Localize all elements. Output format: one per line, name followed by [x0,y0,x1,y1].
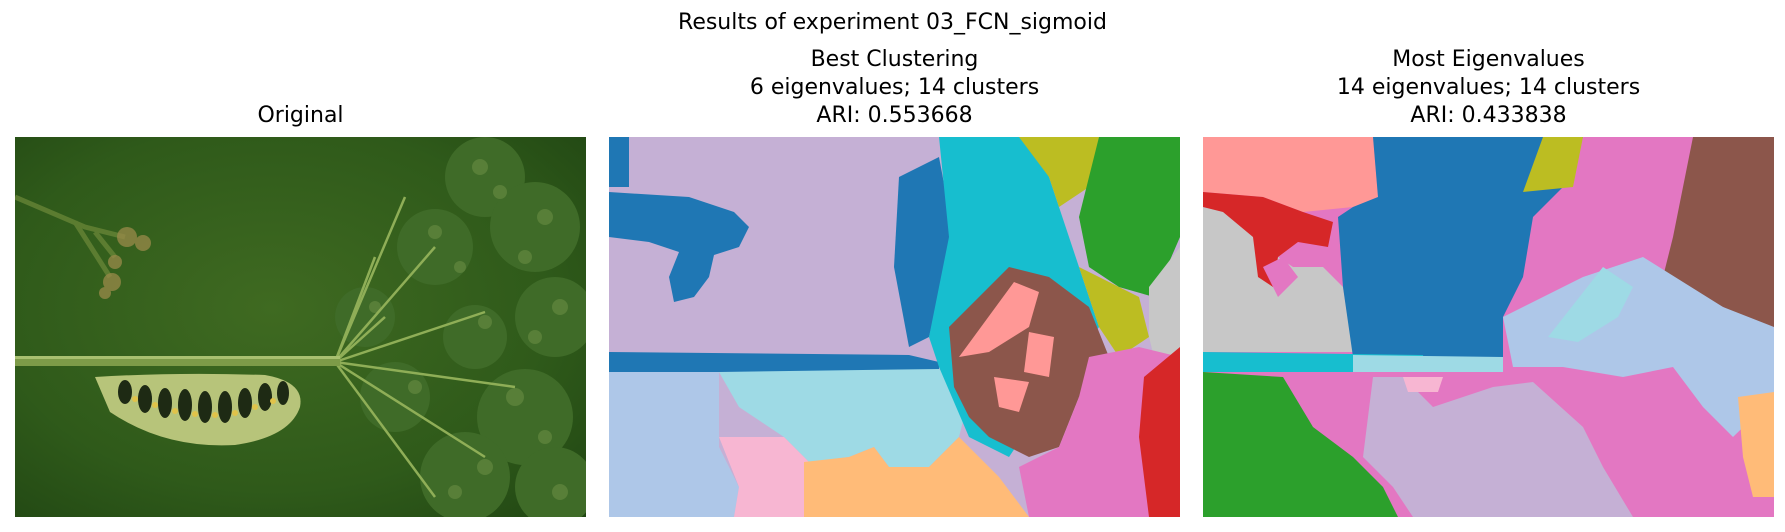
panel-title-line: 6 eigenvalues; 14 clusters [749,75,1040,100]
original-image [15,137,586,517]
figure-title: Results of experiment 03_FCN_sigmoid [678,10,1107,35]
panel-title-line: Best Clustering [810,47,979,72]
panel-title-line: ARI: 0.433838 [1410,103,1567,128]
segmentation-image-most [1203,137,1774,517]
panel-title-line: ARI: 0.553668 [816,103,973,128]
panel-title-line: 14 eigenvalues; 14 clusters [1336,75,1641,100]
panel-title-line: Original [257,103,344,128]
panel-title-line: Most Eigenvalues [1392,47,1585,72]
segmentation-image-best [609,137,1180,517]
